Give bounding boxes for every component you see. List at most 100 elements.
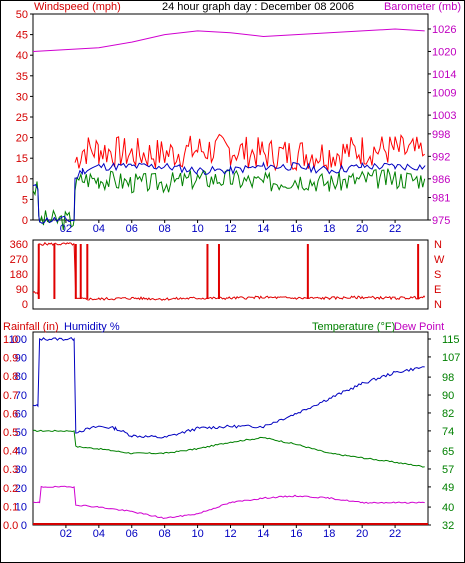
compass-label: N [434, 299, 442, 311]
wind-x-tick-label: 02 [60, 223, 72, 235]
direction-tick-label: 360 [10, 239, 28, 251]
rain-tick-label: 0.0 [3, 520, 18, 532]
compass-label: W [434, 254, 445, 266]
humidity-tick-label: 70 [15, 390, 27, 402]
humidity-tick-label: 10 [15, 501, 27, 513]
rain-tick-label: 1.0 [3, 334, 18, 346]
temp-tick-label: 57 [442, 464, 454, 476]
baro-tick-label: 1020 [432, 46, 456, 58]
temp-axis-title: Temperature (°F) [312, 321, 395, 333]
temp-x-tick-label: 04 [93, 528, 105, 540]
temp-tick-label: 74 [442, 426, 454, 438]
wind-axis-title: Windspeed (mph) [34, 1, 121, 13]
temp-tick-label: 32 [442, 520, 454, 532]
baro-tick-label: 1003 [432, 110, 456, 122]
wind-x-tick-label: 12 [224, 223, 236, 235]
baro-tick-label: 981 [432, 193, 450, 205]
rain-tick-label: 0.6 [3, 408, 18, 420]
wind-tick-label: 30 [16, 91, 28, 103]
wind-x-tick-label: 08 [159, 223, 171, 235]
baro-tick-label: 1014 [432, 69, 456, 81]
compass-label: E [434, 284, 441, 296]
baro-axis-title: Barometer (mb) [384, 1, 461, 13]
humidity-series-line [32, 336, 425, 439]
temp-tick-label: 107 [442, 352, 460, 364]
rain-tick-label: 0.1 [3, 501, 18, 513]
dewpoint-axis-title: Dew Point [394, 321, 444, 333]
temp-x-tick-label: 18 [323, 528, 335, 540]
direction-panel [32, 239, 429, 310]
temp-tick-label: 40 [442, 502, 454, 514]
wind-x-tick-label: 14 [257, 223, 269, 235]
humidity-tick-label: 50 [15, 427, 27, 439]
rain-tick-label: 0.8 [3, 371, 18, 383]
wind-x-tick-label: 10 [191, 223, 203, 235]
temp-tick-label: 65 [442, 446, 454, 458]
wind-x-tick-label: 04 [93, 223, 105, 235]
temp-tick-label: 82 [442, 408, 454, 420]
dewpoint-series-line [32, 485, 425, 520]
wind-x-tick-label: 18 [323, 223, 335, 235]
compass-label: S [434, 269, 441, 281]
temp-x-tick-label: 16 [290, 528, 302, 540]
temp-tick-label: 49 [442, 482, 454, 494]
temp-tick-label: 115 [442, 334, 460, 346]
rain-tick-label: 0.4 [3, 446, 18, 458]
wind-avg-series-line [32, 161, 426, 224]
temp-x-tick-label: 20 [356, 528, 368, 540]
temp-tick-label: 90 [442, 390, 454, 402]
temp-x-tick-label: 12 [224, 528, 236, 540]
wind-tick-label: 20 [16, 133, 28, 145]
rain-tick-label: 0.9 [3, 353, 18, 365]
humidity-tick-label: 80 [15, 371, 27, 383]
chart-title: 24 hour graph day : December 08 2006 [162, 1, 354, 13]
wind-tick-label: 50 [16, 9, 28, 21]
wind-min-series-line [32, 168, 426, 231]
humidity-tick-label: 40 [15, 446, 27, 458]
wind-tick-label: 15 [16, 153, 28, 165]
wind-tick-label: 40 [16, 50, 28, 62]
baro-tick-label: 998 [432, 129, 450, 141]
temp-panel [32, 331, 429, 526]
temp-x-tick-label: 02 [60, 528, 72, 540]
rain-tick-label: 0.5 [3, 427, 18, 439]
temperature-series-line [32, 429, 425, 468]
baro-tick-label: 986 [432, 174, 450, 186]
wind-panel [32, 13, 429, 221]
humidity-tick-label: 0 [21, 520, 27, 532]
baro-tick-label: 1026 [432, 24, 456, 36]
humidity-tick-label: 20 [15, 483, 27, 495]
temp-tick-label: 98 [442, 372, 454, 384]
temp-x-tick-label: 10 [191, 528, 203, 540]
wind-x-tick-label: 16 [290, 223, 302, 235]
wind-tick-label: 45 [16, 30, 28, 42]
rain-tick-label: 0.2 [3, 483, 18, 495]
humidity-axis-title: Humidity % [64, 321, 120, 333]
wind-tick-label: 35 [16, 71, 28, 83]
temp-x-tick-label: 08 [159, 528, 171, 540]
direction-tick-label: 270 [10, 254, 28, 266]
rain-axis-title: Rainfall (in) [3, 321, 59, 333]
wind-x-tick-label: 20 [356, 223, 368, 235]
direction-tick-label: 180 [10, 269, 28, 281]
humidity-tick-label: 30 [15, 464, 27, 476]
direction-tick-label: 0 [22, 299, 28, 311]
temp-x-tick-label: 14 [257, 528, 269, 540]
baro-tick-label: 1009 [432, 88, 456, 100]
gust-series-line [74, 133, 426, 172]
wind-x-tick-label: 22 [389, 223, 401, 235]
direction-tick-label: 90 [16, 284, 28, 296]
wind-tick-label: 0 [22, 215, 28, 227]
humidity-tick-label: 60 [15, 408, 27, 420]
temp-x-tick-label: 06 [126, 528, 138, 540]
wind-x-tick-label: 06 [126, 223, 138, 235]
rain-tick-label: 0.7 [3, 390, 18, 402]
temp-x-tick-label: 22 [389, 528, 401, 540]
wind-tick-label: 5 [22, 194, 28, 206]
humidity-tick-label: 90 [15, 353, 27, 365]
rain-tick-label: 0.3 [3, 464, 18, 476]
baro-tick-label: 975 [432, 215, 450, 227]
compass-label: N [434, 239, 442, 251]
humidity-tick-label: 100 [9, 334, 27, 346]
